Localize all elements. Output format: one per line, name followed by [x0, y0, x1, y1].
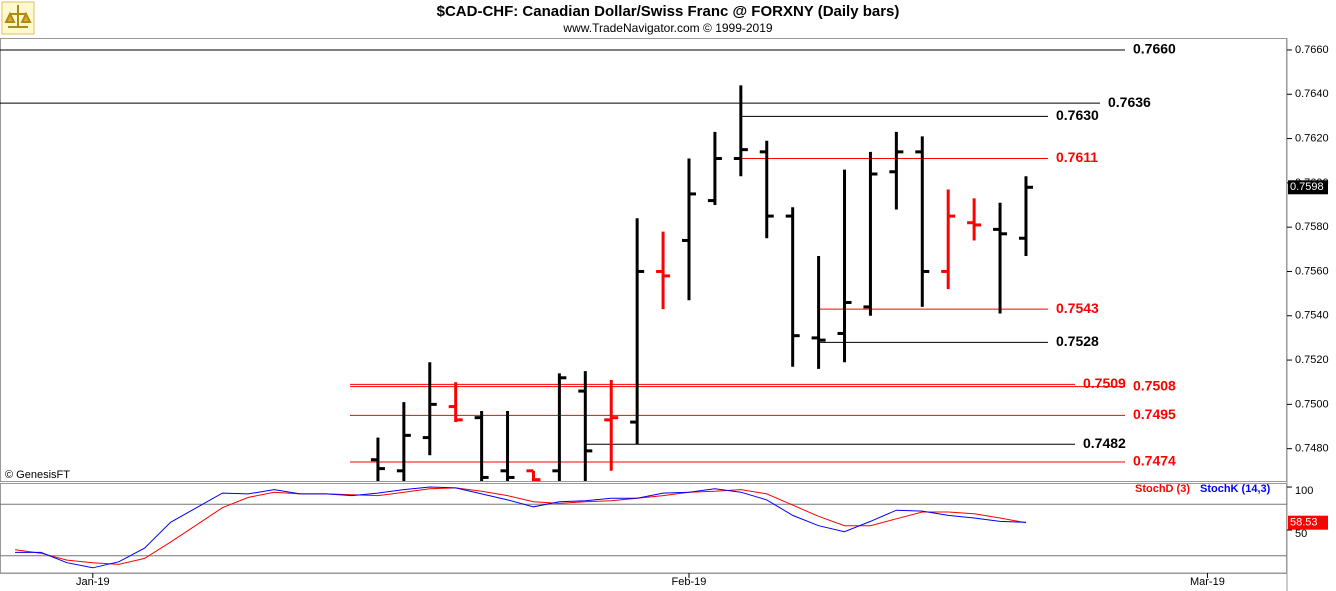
- level-label: 0.7474: [1133, 453, 1176, 469]
- level-label: 0.7636: [1108, 94, 1151, 110]
- y-tick-label: 0.7540: [1295, 310, 1329, 322]
- logo: [1, 1, 35, 35]
- level-label: 0.7495: [1133, 406, 1176, 422]
- watermark: © GenesisFT: [5, 469, 70, 481]
- level-label: 0.7509: [1083, 375, 1126, 391]
- y-tick-label: 0.7480: [1295, 443, 1329, 455]
- x-tick-label: Mar-19: [1190, 576, 1225, 588]
- chart-subtitle: www.TradeNavigator.com © 1999-2019: [562, 21, 772, 35]
- last-value-label: 58.53: [1290, 517, 1318, 529]
- y-tick-label: 0.7640: [1295, 88, 1329, 100]
- stoch-line: [14, 487, 1027, 565]
- last-price-label: 0.7598: [1290, 181, 1324, 193]
- level-label: 0.7482: [1083, 435, 1126, 451]
- level-label: 0.7630: [1056, 107, 1099, 123]
- level-label: 0.7543: [1056, 300, 1099, 316]
- last-price-box: [1288, 180, 1328, 195]
- y-tick-label: 0.7580: [1295, 221, 1329, 233]
- y-tick-label: 0.7500: [1295, 398, 1329, 410]
- legend-entry: StochK (14,3): [1200, 483, 1271, 495]
- level-label: 0.7611: [1056, 149, 1098, 165]
- stoch-line: [15, 486, 1027, 569]
- y-tick-label: 0.7520: [1295, 354, 1329, 366]
- x-tick-label: Feb-19: [672, 576, 707, 588]
- level-label: 0.7508: [1133, 377, 1176, 393]
- y-tick-label: 100: [1295, 485, 1313, 497]
- y-tick-label: 50: [1295, 528, 1307, 540]
- level-label: 0.7528: [1056, 333, 1099, 349]
- last-value-box: [1288, 515, 1328, 530]
- level-label: 0.7660: [1133, 41, 1176, 57]
- chart-title: $CAD-CHF: Canadian Dollar/Swiss Franc @ …: [437, 3, 900, 20]
- y-tick-label: 0.7620: [1295, 132, 1329, 144]
- y-tick-label: 0.7660: [1295, 44, 1329, 56]
- x-tick-label: Jan-19: [76, 576, 110, 588]
- y-tick-label: 0.7560: [1295, 265, 1329, 277]
- legend-entry: StochD (3): [1135, 483, 1190, 495]
